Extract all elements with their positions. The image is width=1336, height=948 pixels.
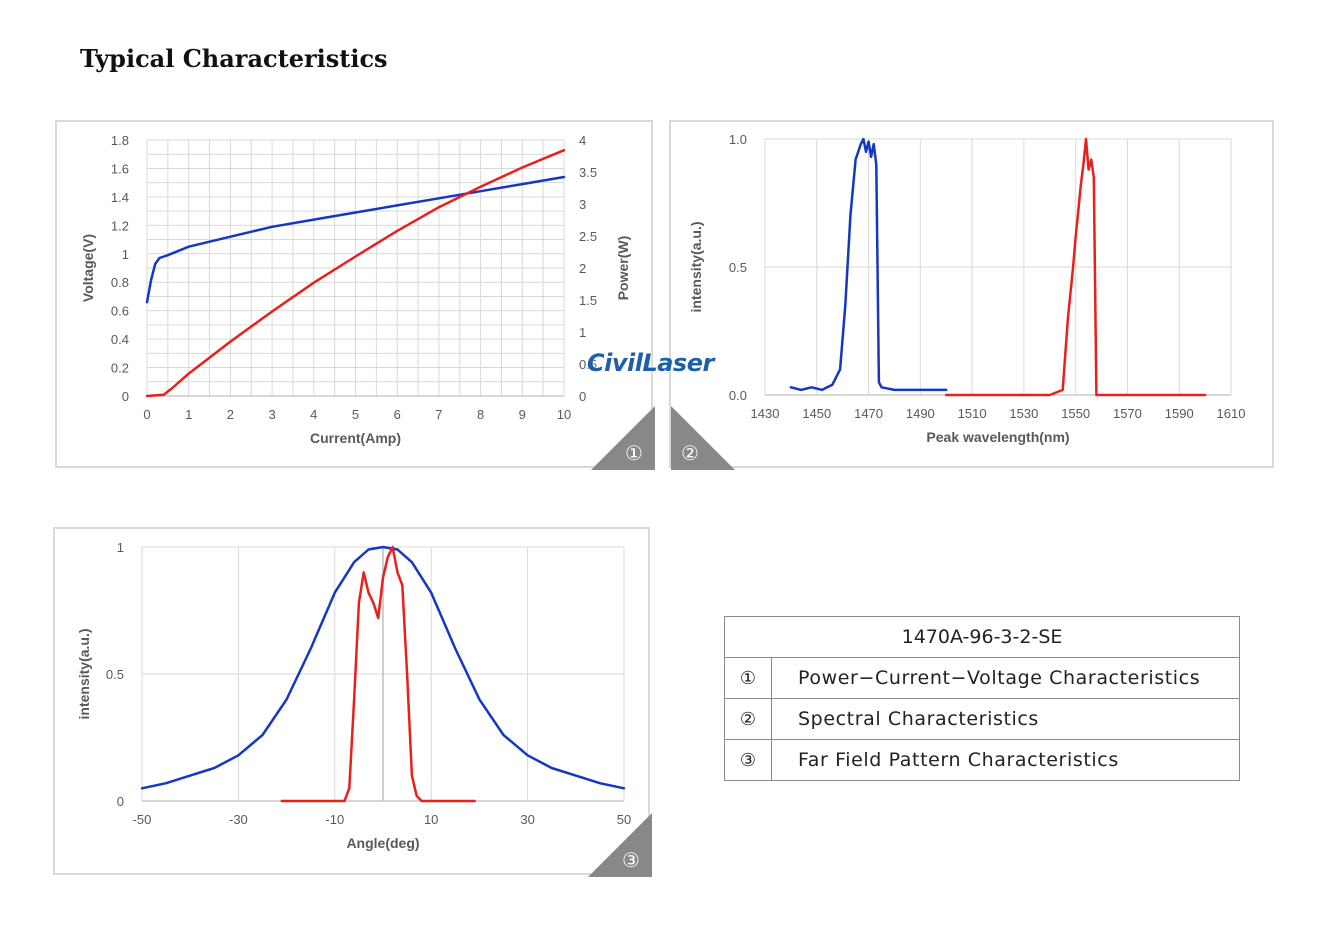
y2-tick-label: 2: [579, 261, 586, 276]
x-tick-label: -50: [133, 812, 152, 827]
piv-chart: 0 1 2 3 4 5 6 7 8 9 10 0 0.2 0.4 0.6 0.8 1 1.2 1.4 1.6 1.8 0 0…: [80, 133, 655, 470]
x-axis-label: Angle(deg): [346, 835, 419, 851]
y2-tick-label: 0.5: [579, 357, 597, 372]
chart-panel-farfield: -50 -30 -10 10 30 50 0 0.5 1 Angle(deg) intensity(…: [53, 527, 652, 877]
page-title: Typical Characteristics: [80, 44, 388, 73]
x-axis-label: Current(Amp): [310, 430, 401, 446]
series-line-fast-axis: [140, 545, 626, 790]
x-tick-label: 7: [435, 407, 442, 422]
y-tick-label: 0.0: [729, 388, 747, 403]
corner-badge: [591, 406, 655, 470]
model-number: 1470A-96-3-2-SE: [724, 616, 1240, 658]
y2-tick-label: 1.5: [579, 293, 597, 308]
y2-tick-label: 4: [579, 133, 586, 148]
series-line-1470nm: [789, 137, 948, 392]
y-tick-label: 1.4: [111, 190, 129, 205]
y-axis-label: intensity(a.u.): [76, 628, 92, 719]
civillaser-logo: CivilLaser: [587, 349, 714, 377]
badge-number: ②: [681, 441, 699, 465]
x-tick-label: 10: [557, 407, 571, 422]
y2-tick-label: 1: [579, 325, 586, 340]
legend-row-number: ①: [724, 657, 772, 699]
y-tick-label: 1: [117, 540, 124, 555]
y-tick-label: 0.4: [111, 332, 129, 347]
x-tick-label: -30: [229, 812, 248, 827]
x-tick-label: 3: [268, 407, 275, 422]
x-tick-label: 1550: [1061, 406, 1090, 421]
y-tick-label: 0.8: [111, 275, 129, 290]
spectrum-chart: 1430 1450 1470 1490 1510 1530 1550 1570 1590 1610…: [671, 132, 1246, 470]
chart-panel-piv: 0 1 2 3 4 5 6 7 8 9 10 0 0.2 0.4 0.6 0.8 1 1.2 1.4 1.6 1.8 0 0…: [55, 120, 655, 470]
legend-row-label: Spectral Characteristics: [771, 698, 1240, 740]
legend-row-number: ②: [724, 698, 772, 740]
y-tick-label: 0: [122, 389, 129, 404]
x-tick-label: 1530: [1009, 406, 1038, 421]
x-tick-label: 4: [310, 407, 317, 422]
y-tick-label: 1.0: [729, 132, 747, 147]
chart-panel-spectrum: 1430 1450 1470 1490 1510 1530 1550 1570 1590 1610…: [669, 120, 1274, 470]
y2-tick-label: 3.5: [579, 165, 597, 180]
y2-tick-label: 2.5: [579, 229, 597, 244]
x-tick-label: 1470: [854, 406, 883, 421]
legend-row-label: Power−Current−Voltage Characteristics: [771, 657, 1240, 699]
x-tick-label: 1610: [1217, 406, 1246, 421]
x-tick-label: 1570: [1113, 406, 1142, 421]
x-tick-label: 30: [520, 812, 534, 827]
legend-row-number: ③: [724, 739, 772, 781]
y-axis-label: Voltage(V): [80, 234, 96, 302]
x-tick-label: 1430: [751, 406, 780, 421]
x-tick-label: 5: [352, 407, 359, 422]
y-tick-label: 1: [122, 247, 129, 262]
x-tick-label: 8: [477, 407, 484, 422]
y-tick-label: 0.5: [106, 667, 124, 682]
legend-table: 1470A-96-3-2-SE ① Power−Current−Voltage …: [724, 616, 1240, 781]
x-tick-label: 0: [143, 407, 150, 422]
x-tick-label: 1: [185, 407, 192, 422]
farfield-chart: -50 -30 -10 10 30 50 0 0.5 1 Angle(deg) intensity(…: [76, 540, 652, 877]
y2-tick-label: 0: [579, 389, 586, 404]
x-tick-label: 1450: [802, 406, 831, 421]
x-tick-label: 1510: [958, 406, 987, 421]
y-axis-label: intensity(a.u.): [688, 221, 704, 312]
legend-row: ① Power−Current−Voltage Characteristics: [724, 657, 1240, 699]
corner-badge: [588, 813, 652, 877]
x-tick-label: 50: [617, 812, 631, 827]
badge-number: ①: [625, 441, 643, 465]
y2-axis-label: Power(W): [615, 236, 631, 301]
y-tick-label: 0.6: [111, 304, 129, 319]
x-axis-label: Peak wavelength(nm): [926, 429, 1069, 445]
legend-row: ③ Far Field Pattern Characteristics: [724, 739, 1240, 781]
legend-row: ② Spectral Characteristics: [724, 698, 1240, 740]
y-tick-label: 1.6: [111, 161, 129, 176]
x-tick-label: 10: [424, 812, 438, 827]
x-tick-label: 1590: [1165, 406, 1194, 421]
y-tick-label: 0: [117, 794, 124, 809]
x-tick-label: 9: [519, 407, 526, 422]
y-tick-label: 0.2: [111, 361, 129, 376]
y-tick-label: 1.8: [111, 133, 129, 148]
y2-tick-label: 3: [579, 197, 586, 212]
x-tick-label: 1490: [906, 406, 935, 421]
legend-header-row: 1470A-96-3-2-SE: [724, 616, 1240, 658]
series-line-1550nm: [944, 137, 1207, 397]
x-tick-label: -10: [325, 812, 344, 827]
series-line-slow-axis: [280, 545, 476, 803]
badge-number: ③: [622, 848, 640, 872]
y-tick-label: 1.2: [111, 218, 129, 233]
y-tick-label: 0.5: [729, 260, 747, 275]
legend-row-label: Far Field Pattern Characteristics: [771, 739, 1240, 781]
series-line-power: [145, 148, 566, 398]
corner-badge: [671, 406, 735, 470]
x-tick-label: 2: [227, 407, 234, 422]
x-tick-label: 6: [394, 407, 401, 422]
